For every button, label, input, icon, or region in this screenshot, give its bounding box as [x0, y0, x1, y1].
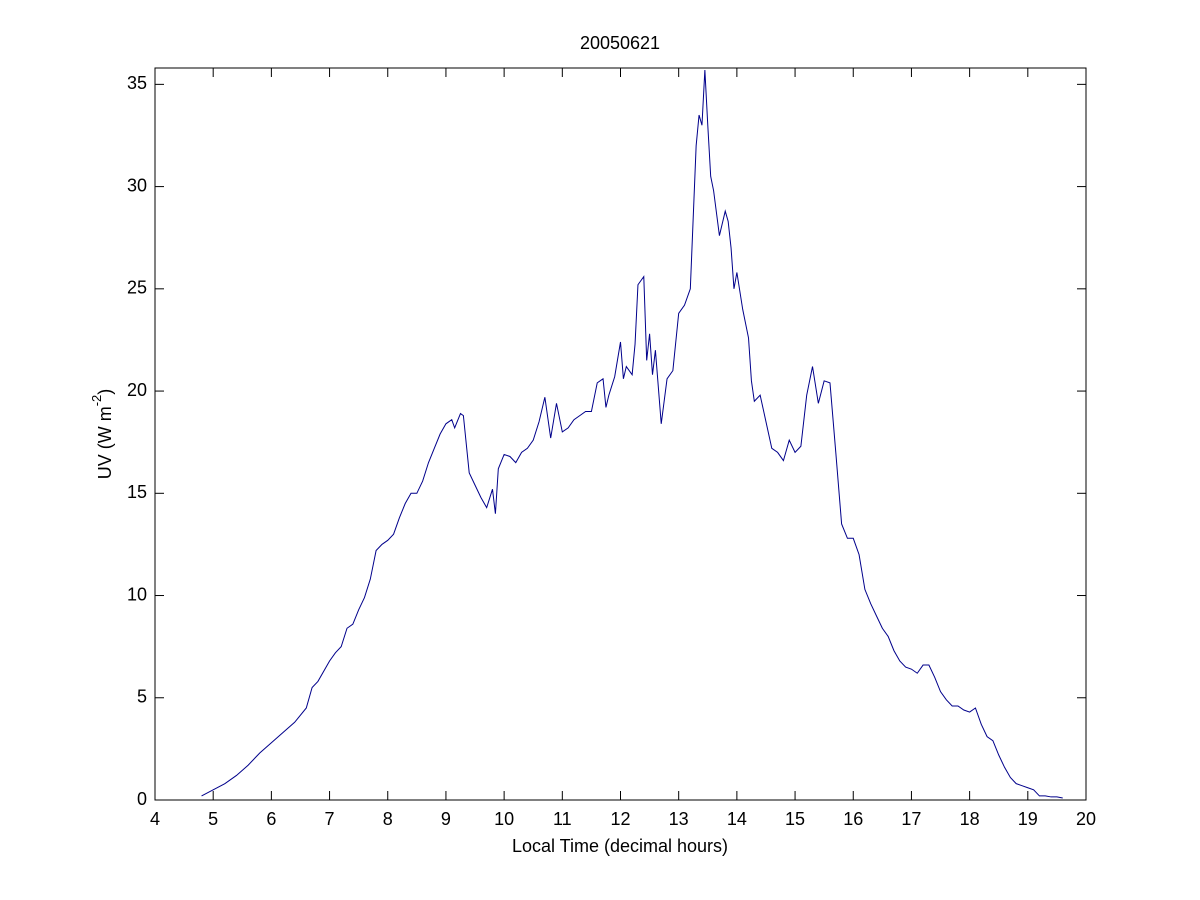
y-tick-label: 0 [137, 789, 147, 809]
y-tick-label: 30 [127, 175, 147, 195]
x-tick-label: 13 [669, 809, 689, 829]
x-axis-label: Local Time (decimal hours) [512, 836, 728, 856]
x-tick-label: 19 [1018, 809, 1038, 829]
data-line [201, 70, 1063, 799]
y-tick-label: 35 [127, 73, 147, 93]
x-tick-label: 17 [901, 809, 921, 829]
y-tick-label: 5 [137, 687, 147, 707]
x-tick-label: 16 [843, 809, 863, 829]
x-tick-label: 4 [150, 809, 160, 829]
chart-title: 20050621 [580, 33, 660, 53]
y-label-suffix: ) [95, 389, 115, 395]
x-tick-label: 15 [785, 809, 805, 829]
y-axis-label: UV (W m-2) [89, 389, 114, 480]
x-tick-label: 9 [441, 809, 451, 829]
x-tick-label: 10 [494, 809, 514, 829]
x-tick-label: 6 [266, 809, 276, 829]
x-tick-label: 18 [960, 809, 980, 829]
x-tick-label: 11 [553, 809, 572, 829]
y-tick-label: 15 [127, 482, 147, 502]
y-label-text: UV (W m [95, 406, 115, 479]
x-tick-label: 12 [610, 809, 630, 829]
y-label-superscript: -2 [89, 395, 104, 407]
y-tick-label: 25 [127, 278, 147, 298]
x-tick-label: 5 [208, 809, 218, 829]
x-tick-label: 14 [727, 809, 747, 829]
y-tick-label: 10 [127, 584, 147, 604]
x-tick-label: 20 [1076, 809, 1096, 829]
x-tick-label: 7 [325, 809, 335, 829]
x-tick-label: 8 [383, 809, 393, 829]
y-tick-label: 20 [127, 380, 147, 400]
